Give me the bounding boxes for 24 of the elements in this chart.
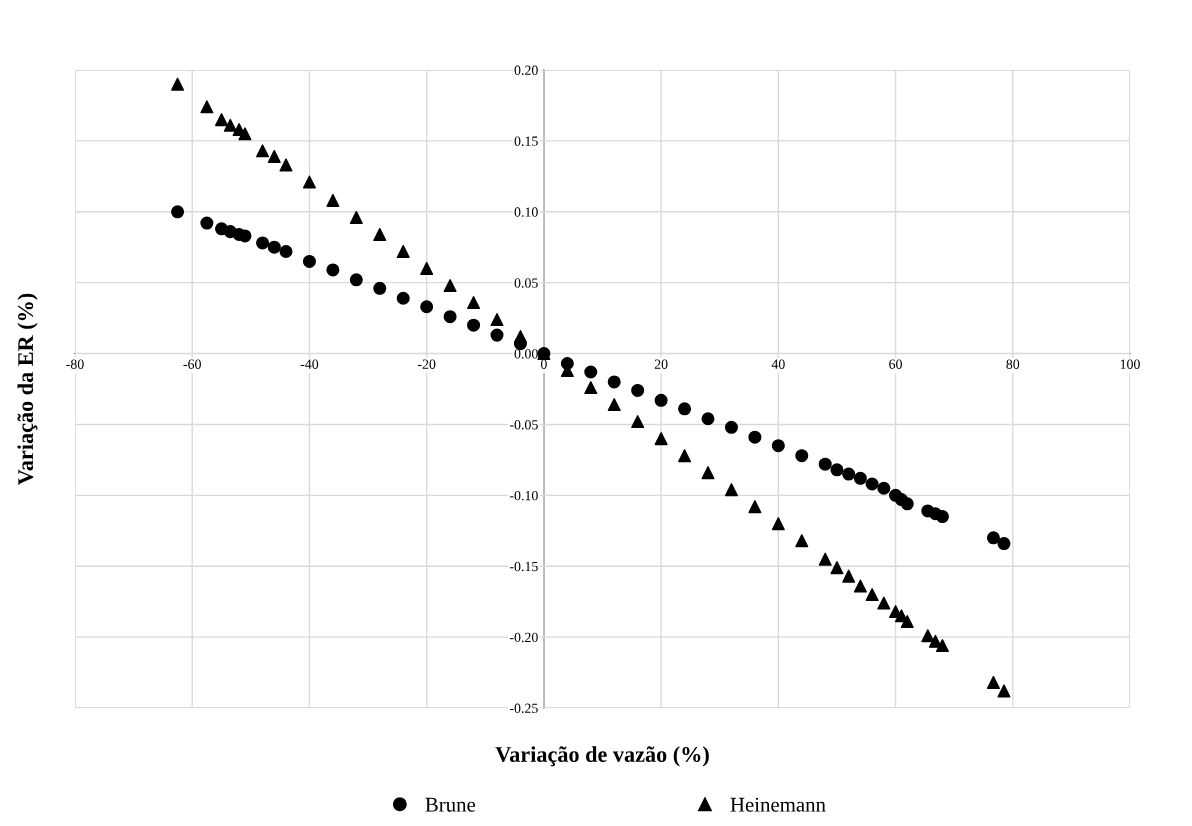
y-tick-label: 0.00: [514, 349, 538, 359]
y-tick-label: 0.20: [514, 65, 538, 76]
y-tick-label: 0.10: [514, 207, 538, 217]
legend-label: Heinemann: [730, 797, 826, 812]
x-tick-label: -40: [300, 359, 319, 369]
x-tick-label: 60: [889, 359, 902, 369]
x-tick-label: 100: [1120, 359, 1140, 369]
y-tick-label: -0.15: [509, 561, 538, 572]
x-tick-label: 20: [654, 359, 668, 369]
x-tick-label: 0: [540, 359, 547, 369]
y-axis-title: Variação da ER (%): [17, 293, 38, 485]
x-tick-label: 80: [1006, 359, 1020, 369]
y-tick-label: -0.25: [509, 703, 538, 714]
y-tick-label: -0.10: [509, 490, 538, 501]
x-axis-title: Variação de vazão (%): [495, 746, 709, 767]
x-tick-label: 40: [771, 359, 785, 369]
legend-label: Brune: [425, 797, 476, 812]
x-tick-label: -80: [66, 359, 84, 369]
y-tick-label: 0.05: [514, 278, 538, 288]
y-tick-label: -0.20: [509, 632, 538, 643]
y-tick-label: -0.05: [509, 420, 538, 430]
y-tick-label: 0.15: [514, 136, 538, 146]
x-tick-label: -20: [417, 359, 436, 369]
x-tick-label: -60: [183, 359, 201, 369]
